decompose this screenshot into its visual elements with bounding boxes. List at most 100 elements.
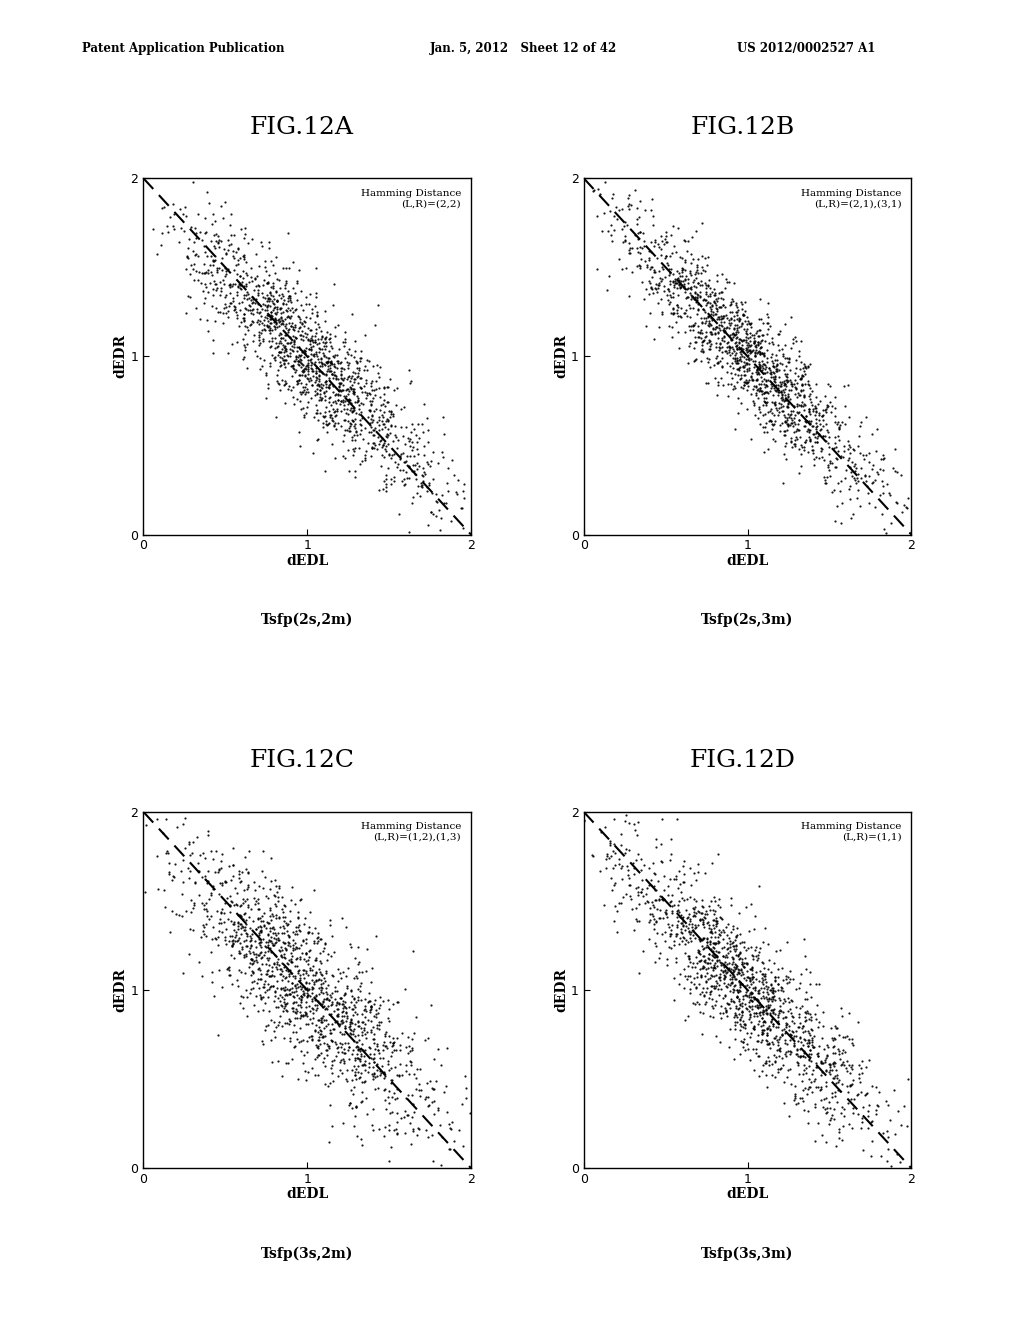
Point: [673, 904, 689, 925]
Point: [784, 401, 801, 422]
Point: [362, 376, 379, 397]
Point: [187, 244, 204, 265]
Point: [362, 1010, 379, 1031]
Point: [828, 449, 845, 470]
Point: [325, 925, 341, 946]
Point: [293, 345, 309, 366]
Point: [154, 223, 170, 244]
Point: [682, 282, 698, 304]
Point: [752, 342, 768, 363]
Point: [319, 376, 336, 397]
Point: [166, 219, 182, 240]
Point: [756, 1001, 772, 1022]
Point: [273, 327, 290, 348]
Point: [333, 1049, 349, 1071]
Point: [811, 403, 827, 424]
Point: [770, 1006, 786, 1027]
Point: [402, 1053, 419, 1074]
Point: [229, 912, 246, 933]
Point: [282, 313, 298, 334]
Point: [439, 1101, 456, 1122]
Point: [743, 982, 760, 1003]
Point: [300, 923, 316, 944]
Point: [323, 1003, 339, 1024]
Point: [260, 272, 276, 293]
Point: [322, 355, 338, 376]
Point: [762, 411, 778, 432]
Point: [281, 970, 297, 991]
Point: [213, 280, 229, 301]
Point: [193, 273, 209, 294]
Point: [257, 941, 273, 962]
Point: [230, 975, 247, 997]
Point: [663, 284, 679, 305]
Point: [724, 301, 740, 322]
Point: [315, 342, 332, 363]
Point: [800, 356, 816, 378]
Point: [678, 265, 694, 286]
Point: [207, 928, 223, 949]
Point: [745, 1060, 762, 1081]
Point: [337, 409, 353, 430]
Point: [698, 927, 715, 948]
Point: [411, 444, 427, 465]
Point: [791, 409, 807, 430]
Point: [674, 912, 690, 933]
Point: [662, 891, 678, 912]
Point: [353, 1034, 370, 1055]
Point: [285, 355, 301, 376]
Point: [286, 331, 302, 352]
Point: [717, 965, 733, 986]
Point: [645, 895, 662, 916]
Point: [651, 272, 668, 293]
Point: [296, 339, 312, 360]
Point: [287, 329, 303, 350]
Point: [403, 461, 420, 482]
Point: [714, 952, 730, 973]
Point: [278, 293, 294, 314]
Point: [629, 256, 645, 277]
Point: [782, 413, 799, 434]
Point: [224, 933, 241, 954]
Point: [787, 436, 804, 457]
Point: [324, 433, 340, 454]
Point: [267, 338, 284, 359]
Point: [822, 466, 839, 487]
Point: [383, 473, 399, 494]
Point: [346, 997, 362, 1018]
Point: [791, 462, 807, 483]
Point: [227, 301, 244, 322]
Point: [295, 330, 311, 351]
Point: [719, 977, 735, 998]
Point: [759, 1018, 775, 1039]
Point: [833, 470, 849, 491]
Point: [786, 363, 803, 384]
Point: [802, 1040, 818, 1061]
Point: [707, 932, 723, 953]
Point: [276, 330, 293, 351]
Point: [226, 296, 243, 317]
Point: [315, 995, 332, 1016]
Point: [639, 255, 655, 276]
Point: [740, 966, 757, 987]
Point: [310, 977, 327, 998]
Point: [702, 890, 719, 911]
Point: [757, 383, 773, 404]
Point: [665, 304, 681, 325]
Point: [727, 1014, 743, 1035]
Point: [406, 1064, 422, 1085]
Point: [253, 306, 269, 327]
Point: [275, 911, 292, 932]
Point: [764, 1064, 780, 1085]
Point: [745, 966, 762, 987]
Point: [435, 446, 452, 467]
Point: [622, 840, 638, 861]
Point: [244, 310, 260, 331]
Point: [723, 362, 739, 383]
Point: [270, 341, 287, 362]
Point: [605, 909, 622, 931]
Point: [372, 994, 388, 1015]
Point: [304, 330, 321, 351]
Point: [633, 880, 649, 902]
Point: [327, 273, 343, 294]
